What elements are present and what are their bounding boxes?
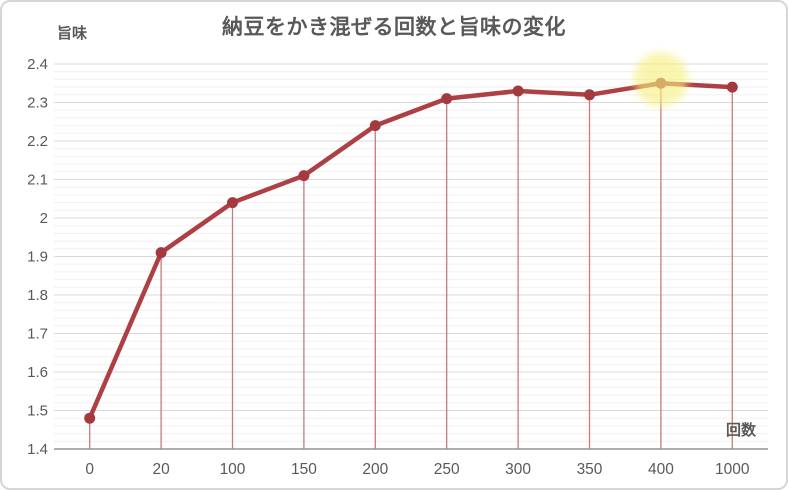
x-tick-label-150: 150 <box>291 461 317 478</box>
data-point-20 <box>155 247 167 259</box>
x-axis-title: 回数 <box>726 422 757 439</box>
umami-series-line <box>87 81 735 421</box>
y-tick-label-2.3: 2.3 <box>27 95 48 112</box>
x-tick-label-300: 300 <box>505 461 531 478</box>
x-tick-label-400: 400 <box>648 461 674 478</box>
data-point-250 <box>441 93 453 105</box>
y-tick-label-2: 2 <box>40 210 48 227</box>
x-tick-label-100: 100 <box>220 461 246 478</box>
data-point-150 <box>298 170 310 182</box>
y-tick-label-1.7: 1.7 <box>27 326 48 343</box>
y-tick-label-1.9: 1.9 <box>27 249 48 266</box>
data-point-0 <box>84 412 96 424</box>
x-tick-label-200: 200 <box>362 461 388 478</box>
data-point-200 <box>369 120 381 132</box>
x-tick-label-350: 350 <box>577 461 603 478</box>
data-point-350 <box>584 89 595 101</box>
x-tick-label-20: 20 <box>152 461 170 478</box>
x-tick-label-250: 250 <box>434 461 460 478</box>
y-tick-label-1.6: 1.6 <box>27 364 48 381</box>
x-tick-label-0: 0 <box>85 461 94 478</box>
y-tick-label-1.5: 1.5 <box>27 403 48 420</box>
data-point-100 <box>227 197 238 209</box>
y-axis-title: 旨味 <box>57 25 88 42</box>
highlight-circle <box>633 52 688 107</box>
y-tick-label-1.4: 1.4 <box>27 441 48 458</box>
chart-title: 納豆をかき混ぜる回数と旨味の変化 <box>222 16 566 39</box>
y-tick-label-2.2: 2.2 <box>27 133 48 150</box>
y-tick-label-2.1: 2.1 <box>27 172 48 189</box>
data-point-1000 <box>726 81 738 93</box>
data-point-300 <box>512 85 524 97</box>
y-tick-label-2.4: 2.4 <box>27 56 48 73</box>
x-tick-label-1000: 1000 <box>715 461 750 478</box>
y-tick-label-1.8: 1.8 <box>27 287 48 304</box>
